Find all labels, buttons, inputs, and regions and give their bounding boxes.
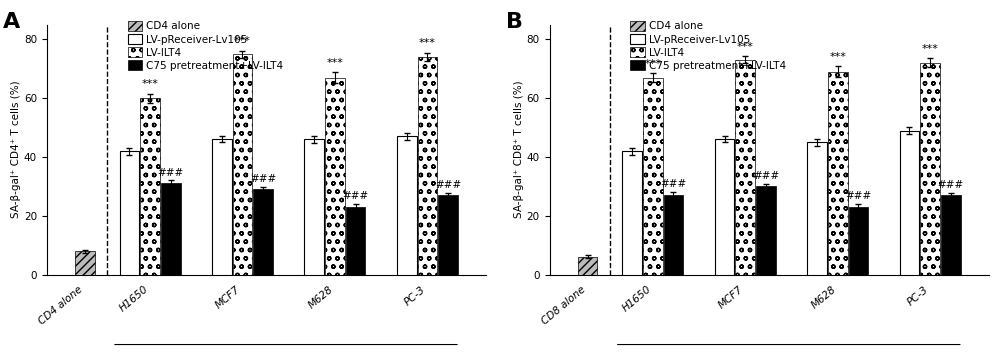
Bar (849, 207, 868, 275)
Text: ***: *** (829, 52, 846, 62)
Bar (664, 195, 683, 275)
Bar (75, 251, 95, 275)
Bar (397, 136, 417, 275)
Text: ###: ### (342, 191, 369, 201)
Bar (120, 151, 139, 275)
Text: ###: ### (435, 180, 461, 190)
Text: ###: ### (660, 179, 687, 189)
Bar (418, 57, 437, 275)
Bar (233, 54, 252, 275)
Legend: CD4 alone, LV-pReceiver-Lv105, LV-ILT4, C75 pretreatment+LV-ILT4: CD4 alone, LV-pReceiver-Lv105, LV-ILT4, … (629, 20, 787, 72)
Text: ###: ### (938, 180, 964, 190)
Bar (578, 257, 597, 275)
Bar (735, 60, 755, 275)
Text: ***: *** (737, 42, 754, 52)
Bar (253, 189, 273, 275)
Text: A: A (3, 12, 20, 32)
Text: ***: *** (419, 38, 436, 48)
Bar (643, 77, 663, 275)
Bar (900, 131, 919, 275)
Text: B: B (506, 12, 523, 32)
Text: ***: *** (327, 58, 343, 68)
Bar (941, 195, 961, 275)
Text: ###: ### (753, 171, 779, 181)
Text: ###: ### (250, 174, 276, 184)
Text: ###: ### (158, 168, 184, 177)
Bar (715, 139, 734, 275)
Text: ###: ### (845, 191, 872, 201)
Bar (920, 63, 940, 275)
Bar (622, 151, 642, 275)
Bar (212, 139, 232, 275)
Legend: CD4 alone, LV-pReceiver-Lv105, LV-ILT4, C75 pretreatment+LV-ILT4: CD4 alone, LV-pReceiver-Lv105, LV-ILT4, … (127, 20, 285, 72)
Bar (807, 142, 827, 275)
Text: ***: *** (142, 79, 158, 89)
Bar (304, 139, 324, 275)
Bar (828, 72, 848, 275)
Bar (346, 207, 365, 275)
Text: ***: *** (644, 59, 661, 69)
Y-axis label: SA-β-gal⁺ CD8⁺ T cells (%): SA-β-gal⁺ CD8⁺ T cells (%) (514, 81, 524, 219)
Bar (756, 186, 776, 275)
Bar (161, 183, 181, 275)
Y-axis label: SA-β-gal⁺ CD4⁺ T cells (%): SA-β-gal⁺ CD4⁺ T cells (%) (11, 81, 21, 219)
Bar (325, 77, 345, 275)
Bar (140, 98, 160, 275)
Text: ***: *** (922, 44, 939, 54)
Bar (438, 195, 458, 275)
Text: ***: *** (234, 36, 251, 46)
